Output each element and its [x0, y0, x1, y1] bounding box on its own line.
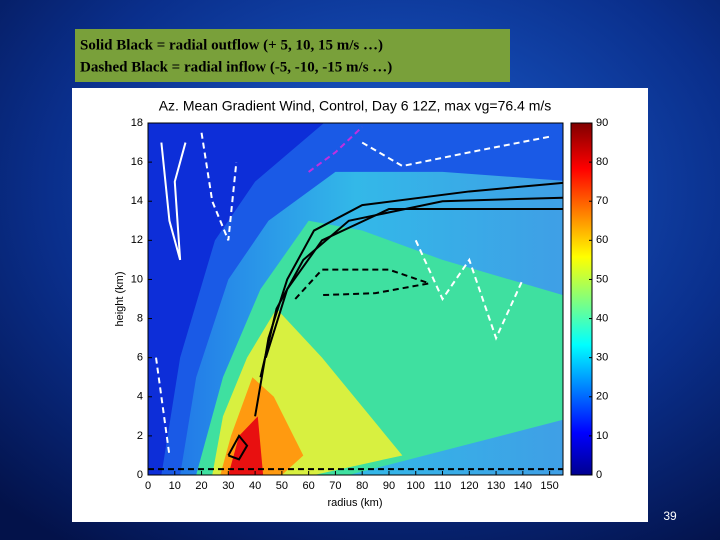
contour-fill — [228, 416, 264, 475]
colorbar-tick-label: 70 — [596, 195, 608, 207]
y-tick-label: 4 — [137, 391, 143, 403]
colorbar-tick-label: 60 — [596, 234, 608, 246]
chart-title: Az. Mean Gradient Wind, Control, Day 6 1… — [159, 98, 552, 114]
colorbar-tick-label: 10 — [596, 430, 608, 442]
contour-fill — [148, 123, 563, 475]
colorbar-tick-label: 20 — [596, 391, 608, 403]
x-tick-label: 30 — [222, 480, 234, 492]
y-tick-label: 0 — [137, 469, 143, 481]
contour-field — [148, 123, 563, 475]
y-tick-label: 2 — [137, 430, 143, 442]
note-box — [75, 29, 510, 82]
contour-line — [308, 126, 363, 173]
contour-line — [259, 196, 563, 378]
x-tick-label: 120 — [460, 480, 478, 492]
contour-line — [160, 142, 187, 261]
y-tick-label: 16 — [131, 156, 143, 168]
y-tick-label: 8 — [137, 312, 143, 324]
contour-line — [294, 268, 434, 300]
contour-line — [155, 357, 171, 456]
colorbar-tick-label: 90 — [596, 117, 608, 129]
colorbar-tick-label: 30 — [596, 352, 608, 364]
x-tick-label: 140 — [514, 480, 532, 492]
colorbar-tick-label: 50 — [596, 273, 608, 285]
contour-line — [361, 135, 550, 168]
x-tick-label: 150 — [540, 480, 558, 492]
x-tick-label: 100 — [407, 480, 425, 492]
colorbar — [570, 122, 593, 476]
y-tick-label: 6 — [137, 352, 143, 364]
y-tick-label: 14 — [131, 195, 143, 207]
colorbar-tick-label: 0 — [596, 469, 602, 481]
note-line: Dashed Black = radial inflow (-5, -10, -… — [80, 59, 392, 75]
x-tick-label: 90 — [383, 480, 395, 492]
y-axis-label: height (km) — [114, 271, 126, 326]
colorbar-tick-label: 40 — [596, 312, 608, 324]
x-axis-label: radius (km) — [327, 497, 382, 509]
x-tick-label: 60 — [303, 480, 315, 492]
contour-line — [414, 239, 524, 341]
x-tick-label: 70 — [329, 480, 341, 492]
y-tick-label: 12 — [131, 234, 143, 246]
x-tick-label: 130 — [487, 480, 505, 492]
note-line: Solid Black = radial outflow (+ 5, 10, 1… — [80, 37, 383, 53]
contour-line — [264, 208, 563, 358]
x-tick-label: 10 — [169, 480, 181, 492]
y-tick-label: 10 — [131, 273, 143, 285]
x-tick-label: 40 — [249, 480, 261, 492]
plot-frame — [147, 122, 564, 476]
x-tick-label: 20 — [195, 480, 207, 492]
colorbar-tick-label: 80 — [596, 156, 608, 168]
contour-line — [254, 181, 563, 417]
contour-line — [227, 434, 249, 461]
x-tick-label: 110 — [434, 480, 452, 492]
x-tick-label: 50 — [276, 480, 288, 492]
page-number: 39 — [663, 509, 677, 523]
contour-fill — [148, 123, 324, 475]
x-tick-label: 0 — [145, 480, 151, 492]
y-tick-label: 18 — [131, 117, 143, 129]
contour-line — [200, 132, 238, 241]
x-tick-label: 80 — [356, 480, 368, 492]
